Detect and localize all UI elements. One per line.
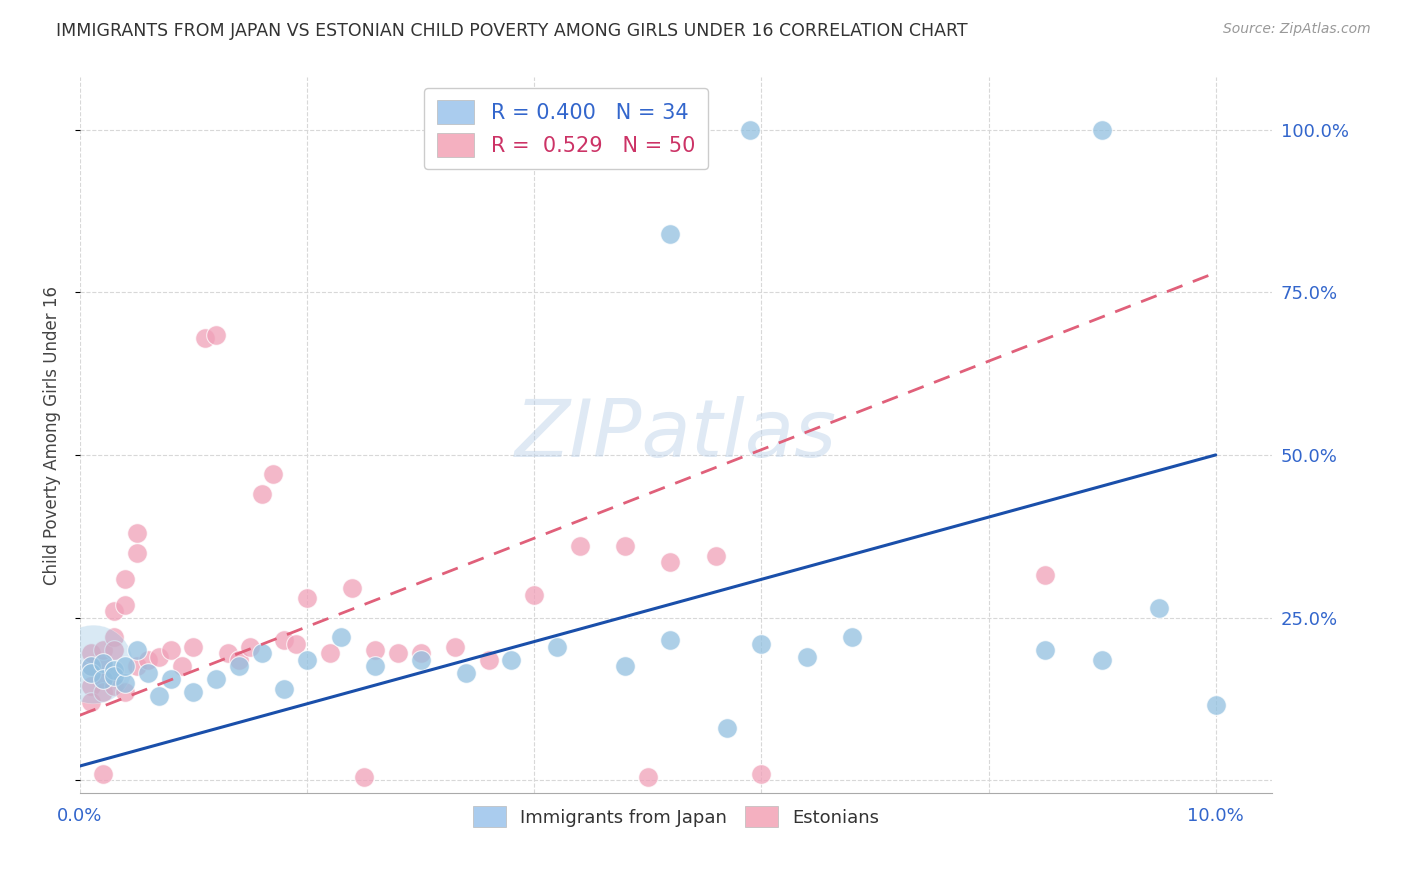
Point [273, 633, 295, 648]
Point [501, 653, 523, 667]
Point [568, 539, 591, 553]
Point [295, 653, 318, 667]
Point [114, 685, 136, 699]
Point [80, 659, 103, 673]
Point [80, 665, 103, 680]
Point [148, 689, 170, 703]
Point [319, 647, 342, 661]
Point [250, 647, 273, 661]
Point [478, 653, 501, 667]
Point [659, 227, 682, 241]
Point [614, 539, 637, 553]
Point [136, 665, 159, 680]
Point [250, 487, 273, 501]
Point [125, 526, 148, 541]
Point [91, 643, 114, 657]
Point [409, 653, 432, 667]
Point [443, 640, 465, 654]
Point [125, 545, 148, 559]
Point [738, 122, 761, 136]
Point [409, 647, 432, 661]
Point [239, 640, 262, 654]
Text: IMMIGRANTS FROM JAPAN VS ESTONIAN CHILD POVERTY AMONG GIRLS UNDER 16 CORRELATION: IMMIGRANTS FROM JAPAN VS ESTONIAN CHILD … [56, 22, 967, 40]
Point [114, 598, 136, 612]
Point [103, 604, 125, 618]
Point [614, 659, 637, 673]
Point [364, 643, 387, 657]
Point [262, 467, 284, 482]
Point [1033, 643, 1056, 657]
Point [1205, 698, 1227, 713]
Point [1147, 600, 1170, 615]
Point [183, 640, 205, 654]
Point [114, 675, 136, 690]
Point [353, 770, 375, 784]
Point [125, 643, 148, 657]
Point [91, 656, 114, 670]
Point [159, 643, 181, 657]
Text: Source: ZipAtlas.com: Source: ZipAtlas.com [1223, 22, 1371, 37]
Point [284, 637, 307, 651]
Point [205, 673, 228, 687]
Point [523, 588, 546, 602]
Point [91, 685, 114, 699]
Point [80, 647, 103, 661]
Point [228, 653, 250, 667]
Point [228, 659, 250, 673]
Point [454, 665, 477, 680]
Point [91, 659, 114, 673]
Point [841, 630, 863, 644]
Point [364, 659, 387, 673]
Point [148, 649, 170, 664]
Point [1033, 568, 1056, 582]
Point [103, 630, 125, 644]
Point [330, 630, 353, 644]
Point [716, 721, 738, 735]
Point [103, 679, 125, 693]
Legend: Immigrants from Japan, Estonians: Immigrants from Japan, Estonians [465, 799, 886, 834]
Point [273, 682, 295, 697]
Point [80, 679, 103, 693]
Point [659, 555, 682, 569]
Point [194, 331, 217, 345]
Point [704, 549, 727, 563]
Point [342, 582, 364, 596]
Point [183, 685, 205, 699]
Point [659, 633, 682, 648]
Point [1091, 653, 1114, 667]
Point [387, 647, 409, 661]
Point [172, 659, 194, 673]
Point [295, 591, 318, 606]
Point [159, 673, 181, 687]
Point [103, 643, 125, 657]
Point [114, 572, 136, 586]
Point [91, 673, 114, 687]
Point [91, 767, 114, 781]
Y-axis label: Child Poverty Among Girls Under 16: Child Poverty Among Girls Under 16 [44, 286, 60, 585]
Point [114, 659, 136, 673]
Point [83, 657, 105, 672]
Point [546, 640, 568, 654]
Text: ZIPatlas: ZIPatlas [515, 396, 837, 475]
Point [796, 649, 818, 664]
Point [125, 659, 148, 673]
Point [80, 695, 103, 709]
Point [205, 327, 228, 342]
Point [91, 673, 114, 687]
Point [637, 770, 659, 784]
Point [80, 659, 103, 673]
Point [1091, 122, 1114, 136]
Point [217, 647, 239, 661]
Point [751, 637, 773, 651]
Point [103, 669, 125, 683]
Point [136, 653, 159, 667]
Point [103, 663, 125, 677]
Point [751, 767, 773, 781]
